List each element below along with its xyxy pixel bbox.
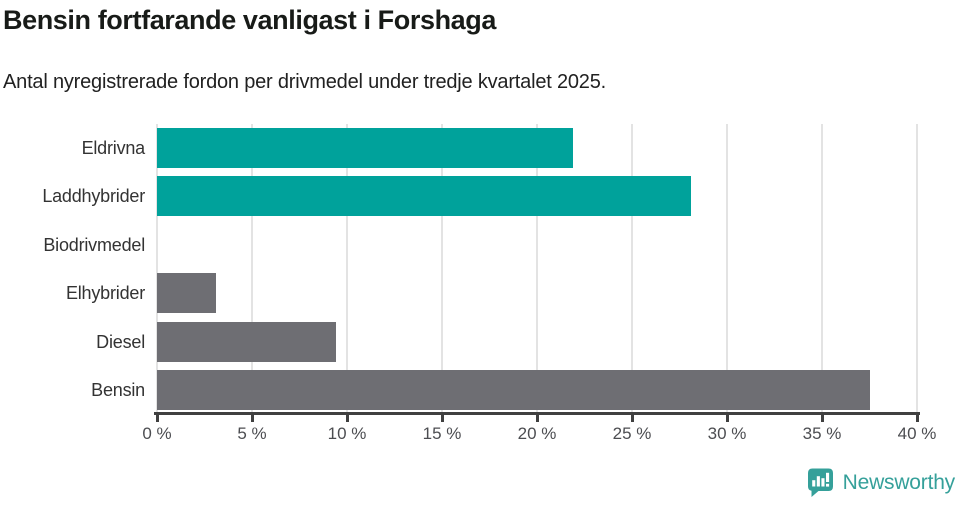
x-tick-25 [630, 415, 634, 422]
gridline-15 [441, 124, 443, 412]
gridline-5 [251, 124, 253, 412]
gridline-10 [346, 124, 348, 412]
x-tick-label-10: 10 % [327, 424, 367, 443]
x-tick-label-0: 0 % [142, 424, 172, 443]
y-label-eldrivna: Eldrivna [81, 138, 146, 158]
x-tick-35 [820, 415, 824, 422]
bar-row-bensin [157, 369, 917, 410]
y-label-elhybrider: Elhybrider [65, 283, 145, 304]
x-tick-label-25: 25 % [612, 424, 652, 443]
bar-eldrivna [157, 128, 574, 168]
gridline-35 [821, 124, 823, 412]
bar-row-diesel [157, 321, 917, 362]
x-tick-label-30: 30 % [707, 424, 747, 443]
bar-row-eldrivna [157, 128, 917, 168]
x-tick-15 [440, 415, 444, 422]
bar-bensin [157, 369, 870, 410]
bar-chart-speech-bubble-icon [806, 467, 835, 498]
x-tick-0 [155, 415, 159, 422]
gridline-20 [536, 124, 538, 412]
bar-elhybrider [157, 273, 216, 314]
plot-area [156, 124, 918, 412]
bar-diesel [157, 321, 336, 362]
bar-row-laddhybrider [157, 176, 917, 217]
x-tick-5 [250, 415, 254, 422]
x-axis-line [154, 412, 920, 415]
gridline-40 [916, 124, 918, 412]
logo-wordmark: Newsworthy [842, 470, 956, 494]
gridline-30 [726, 124, 728, 412]
bar-row-biodrivmedel [157, 225, 917, 265]
x-tick-label-20: 20 % [517, 424, 557, 443]
x-tick-10 [345, 415, 349, 422]
newsworthy-logo: Newsworthy [806, 467, 955, 498]
x-tick-40 [915, 415, 919, 422]
x-tick-label-40: 40 % [897, 424, 937, 443]
x-tick-20 [535, 415, 539, 422]
x-tick-30 [725, 415, 729, 422]
x-tick-label-35: 35 % [802, 424, 842, 443]
y-label-biodrivmedel: Biodrivmedel [43, 234, 145, 255]
x-tick-label-5: 5 % [237, 424, 267, 443]
chart-subtitle: Antal nyregistrerade fordon per drivmede… [3, 71, 607, 93]
gridline-25 [631, 124, 633, 412]
page-title: Bensin fortfarande vanligast i Forshaga [3, 5, 497, 35]
bar-row-elhybrider [157, 273, 917, 314]
y-label-diesel: Diesel [96, 331, 145, 352]
gridline-0 [156, 124, 158, 412]
x-tick-label-15: 15 % [422, 424, 462, 443]
y-label-laddhybrider: Laddhybrider [42, 186, 145, 207]
y-label-bensin: Bensin [91, 380, 145, 400]
bar-series [157, 128, 917, 410]
bar-laddhybrider [157, 176, 691, 217]
